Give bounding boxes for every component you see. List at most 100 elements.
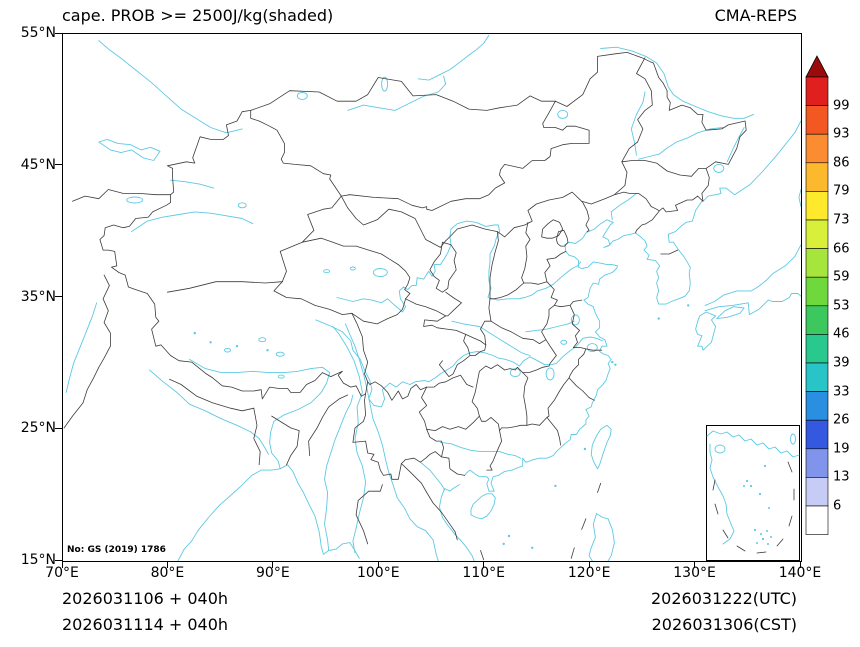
- water-line: [638, 127, 724, 160]
- colorbar-value-label: 33: [833, 384, 850, 400]
- lake: [372, 268, 388, 277]
- boundary-line: [568, 348, 587, 379]
- boundary-line: [568, 377, 595, 401]
- colorbar-box: [805, 248, 829, 278]
- boundary-line: [522, 372, 529, 426]
- water-line: [149, 369, 270, 455]
- lat-tick-label: 45°N: [20, 156, 56, 173]
- colorbar-value-label: 93: [833, 126, 850, 142]
- island-speck: [507, 534, 511, 538]
- colorbar-box: [805, 105, 829, 135]
- boundary-line: [418, 386, 428, 430]
- boundary-line: [308, 394, 349, 456]
- license-text: No: GS (2019) 1786: [67, 545, 166, 555]
- island-speck: [657, 317, 660, 320]
- water-line: [177, 464, 360, 561]
- boundary-line: [581, 200, 590, 232]
- boundary-line: [489, 231, 499, 300]
- colorbar-box: [805, 505, 829, 535]
- colorbar-box: [805, 334, 829, 364]
- island-speck: [687, 304, 690, 307]
- colorbar-value-label: 46: [833, 326, 850, 342]
- lat-tick-label: 15°N: [20, 552, 56, 568]
- island-speck: [554, 484, 557, 488]
- water-line: [590, 424, 612, 470]
- colorbar-box: [805, 276, 829, 307]
- lon-tick-mark: [166, 561, 168, 568]
- colorbar-box: [805, 477, 829, 507]
- water-line: [726, 127, 745, 163]
- water-line: [98, 40, 243, 134]
- south-china-sea-inset: [706, 425, 800, 561]
- lon-tick-mark: [694, 561, 696, 568]
- lat-tick-mark: [55, 427, 62, 429]
- colorbar-value-label: 6: [833, 498, 842, 514]
- boundary-line: [523, 251, 567, 285]
- boundary-line: [541, 219, 564, 239]
- island-speck: [611, 360, 614, 364]
- water-line: [324, 394, 354, 551]
- colorbar-box: [805, 76, 829, 106]
- lon-tick-label: 110°E: [462, 565, 505, 581]
- colorbar-box: [805, 419, 829, 450]
- colorbar-box: [805, 448, 829, 478]
- boundary-line: [569, 305, 587, 350]
- boundary-line: [99, 52, 747, 480]
- boundary-line: [445, 291, 462, 317]
- lake: [570, 314, 580, 326]
- colorbar-value-label: 99: [833, 98, 850, 114]
- water-line: [438, 484, 475, 561]
- water-line: [170, 179, 215, 189]
- boundary-line: [426, 374, 474, 388]
- inset-coastline: [706, 430, 800, 458]
- boundary-line: [471, 365, 500, 431]
- water-line: [635, 200, 703, 305]
- lake: [381, 76, 389, 92]
- boundary-line: [351, 298, 406, 325]
- lon-tick-mark: [272, 561, 274, 568]
- lake: [275, 351, 285, 357]
- water-features: [65, 34, 801, 561]
- inset-vietnam-coast: [709, 443, 735, 545]
- water-line: [131, 211, 254, 233]
- water-line: [345, 323, 439, 561]
- colorbar-box: [805, 133, 829, 164]
- inset-frame: [706, 425, 800, 561]
- water-line: [419, 461, 446, 491]
- lon-tick-label: 80°E: [150, 565, 185, 581]
- lake: [509, 368, 521, 378]
- water-line: [702, 120, 801, 202]
- lat-tick-mark: [55, 32, 62, 34]
- water-line: [315, 319, 604, 408]
- island-speck: [531, 546, 534, 549]
- boundary-line: [488, 298, 492, 322]
- political-boundaries: [63, 52, 747, 561]
- boundary-line: [485, 364, 524, 373]
- lon-tick-label: 70°E: [45, 565, 79, 581]
- boundary-line: [521, 222, 531, 284]
- lake: [296, 91, 308, 100]
- colorbar-box: [805, 162, 829, 192]
- lake: [545, 367, 555, 381]
- lon-tick-label: 130°E: [673, 565, 716, 581]
- lake: [557, 109, 569, 119]
- lon-tick-label: 100°E: [356, 565, 400, 581]
- boundary-line: [469, 344, 487, 356]
- boundary-line: [169, 378, 255, 412]
- colorbar-box: [805, 391, 829, 421]
- boundary-line: [271, 415, 300, 466]
- colorbar-box: [805, 305, 829, 335]
- colorbar: [805, 55, 829, 535]
- lon-tick-mark: [799, 561, 801, 568]
- boundary-line: [621, 160, 707, 177]
- lake: [237, 202, 247, 209]
- lake: [224, 347, 231, 353]
- colorbar-box: [805, 362, 829, 392]
- water-line: [464, 219, 636, 492]
- boundary-line: [273, 281, 353, 315]
- colorbar-value-label: 39: [833, 355, 850, 371]
- inset-islands: [743, 464, 772, 545]
- lake: [349, 266, 356, 271]
- water-line: [798, 189, 801, 208]
- lon-tick-label: 90°E: [256, 565, 290, 581]
